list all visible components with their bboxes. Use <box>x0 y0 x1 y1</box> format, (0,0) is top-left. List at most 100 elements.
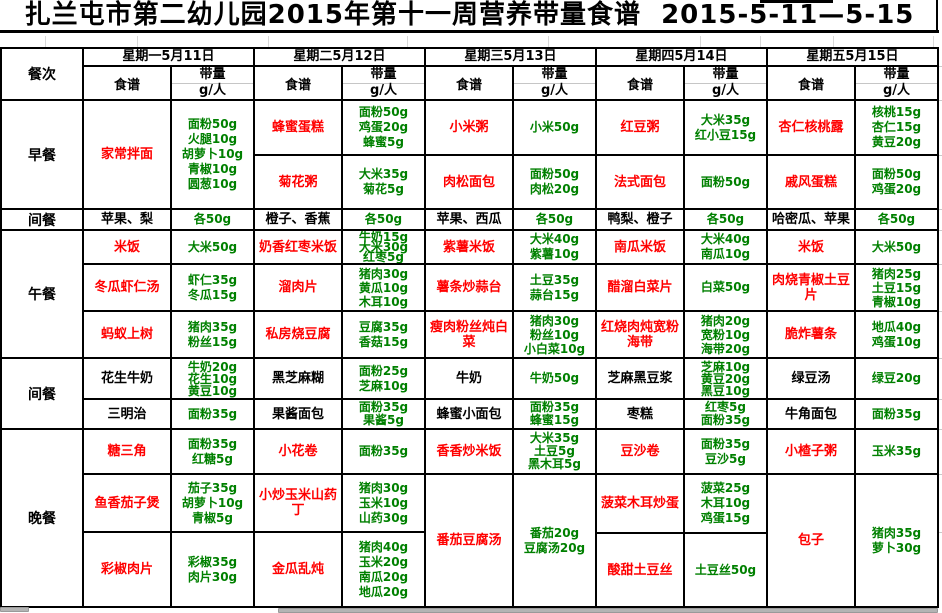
dish-amount-cell[interactable]: 面粉50g 肉松20g <box>514 156 597 210</box>
dish-amount-cell[interactable]: 玉米35g <box>856 430 939 475</box>
dish-name-cell[interactable]: 南瓜米饭 <box>597 231 685 265</box>
dish-amount-cell[interactable]: 猪肉25g 土豆15g 青椒10g <box>856 265 939 312</box>
dish-name-cell[interactable]: 奶香红枣米饭 <box>255 231 343 265</box>
amount-header-cell[interactable]: 带量 g/人 <box>343 67 426 101</box>
dish-amount-cell[interactable]: 猪肉30g 粉丝10g 小白菜10g <box>514 312 597 359</box>
dish-name-cell[interactable]: 枣糕 <box>597 400 685 430</box>
recipe-header-cell[interactable]: 食谱 <box>597 67 685 101</box>
recipe-header-cell[interactable]: 食谱 <box>84 67 172 101</box>
dish-name-cell[interactable]: 溜肉片 <box>255 265 343 312</box>
dish-name-cell[interactable]: 法式面包 <box>597 156 685 210</box>
dish-name-cell[interactable]: 蚂蚁上树 <box>84 312 172 359</box>
dish-name-cell[interactable]: 绿豆汤 <box>768 359 856 400</box>
dish-amount-cell[interactable]: 大米50g <box>856 231 939 265</box>
dish-name-cell[interactable]: 戚风蛋糕 <box>768 156 856 210</box>
dish-name-cell[interactable]: 橙子、香蕉 <box>255 210 343 231</box>
dish-amount-cell[interactable]: 土豆丝50g <box>685 534 768 608</box>
meal-label-3[interactable]: 午餐 <box>2 231 84 359</box>
amount-header-cell[interactable]: 带量 g/人 <box>514 67 597 101</box>
dish-amount-cell[interactable]: 大米35g 红小豆15g <box>685 101 768 156</box>
dish-name-cell[interactable]: 米饭 <box>84 231 172 265</box>
dish-amount-cell[interactable]: 茄子35g 胡萝卜10g 青椒5g <box>172 475 255 533</box>
dish-name-cell[interactable]: 蜂蜜蛋糕 <box>255 101 343 156</box>
dish-amount-cell[interactable]: 猪肉20g 宽粉10g 海带20g <box>685 312 768 359</box>
dish-name-cell[interactable]: 米饭 <box>768 231 856 265</box>
dish-amount-cell[interactable]: 菠菜25g 木耳10g 鸡蛋15g <box>685 475 768 534</box>
dish-amount-cell[interactable]: 虾仁35g 冬瓜15g <box>172 265 255 312</box>
dish-name-cell[interactable]: 醋溜白菜片 <box>597 265 685 312</box>
dish-amount-cell[interactable]: 面粉35g 红糖5g <box>172 430 255 475</box>
dish-name-cell[interactable]: 金瓜乱炖 <box>255 533 343 608</box>
meal-label-2[interactable]: 间餐 <box>2 210 84 231</box>
dish-name-cell[interactable]: 私房烧豆腐 <box>255 312 343 359</box>
dish-amount-cell[interactable]: 核桃15g 杏仁15g 黄豆20g <box>856 101 939 156</box>
day-header[interactable]: 星期二5月12日 <box>255 49 426 67</box>
dish-amount-cell[interactable]: 面粉50g 鸡蛋20g 蜂蜜5g <box>343 101 426 156</box>
dish-amount-cell[interactable]: 各50g <box>514 210 597 231</box>
dish-name-cell[interactable]: 酸甜土豆丝 <box>597 534 685 608</box>
dish-name-cell[interactable]: 紫薯米饭 <box>426 231 514 265</box>
dish-name-cell[interactable]: 黑芝麻糊 <box>255 359 343 400</box>
recipe-header-cell[interactable]: 食谱 <box>255 67 343 101</box>
dish-amount-cell[interactable]: 面粉35g <box>343 430 426 475</box>
dish-amount-cell[interactable]: 猪肉35g 萝卜30g <box>856 475 939 608</box>
day-header[interactable]: 星期一5月11日 <box>84 49 255 67</box>
dish-amount-cell[interactable]: 豆腐35g 香菇15g <box>343 312 426 359</box>
dish-amount-cell[interactable]: 猪肉30g 黄瓜10g 木耳10g <box>343 265 426 312</box>
dish-name-cell[interactable]: 花生牛奶 <box>84 359 172 400</box>
day-header[interactable]: 星期三5月13日 <box>426 49 597 67</box>
horizontal-scrollbar[interactable] <box>278 608 938 613</box>
dish-amount-cell[interactable]: 面粉35g <box>856 400 939 430</box>
recipe-header-cell[interactable]: 食谱 <box>768 67 856 101</box>
dish-amount-cell[interactable]: 面粉50g <box>685 156 768 210</box>
dish-amount-cell[interactable]: 猪肉35g 粉丝15g <box>172 312 255 359</box>
recipe-header-cell[interactable]: 食谱 <box>426 67 514 101</box>
dish-name-cell[interactable]: 小楂子粥 <box>768 430 856 475</box>
dish-amount-cell[interactable]: 面粉25g 芝麻10g <box>343 359 426 400</box>
meal-label-4[interactable]: 间餐 <box>2 359 84 430</box>
dish-amount-cell[interactable]: 大米35g 菊花5g <box>343 156 426 210</box>
dish-name-cell[interactable]: 杏仁核桃露 <box>768 101 856 156</box>
dish-amount-cell[interactable]: 面粉35g 蜂蜜15g <box>514 400 597 430</box>
dish-name-cell[interactable]: 小炒玉米山药丁 <box>255 475 343 533</box>
dish-name-cell[interactable]: 冬瓜虾仁汤 <box>84 265 172 312</box>
dish-name-cell[interactable]: 香香炒米饭 <box>426 430 514 475</box>
dish-name-cell[interactable]: 瘦肉粉丝炖白菜 <box>426 312 514 359</box>
dish-name-cell[interactable]: 小花卷 <box>255 430 343 475</box>
dish-amount-cell[interactable]: 大米50g <box>172 231 255 265</box>
dish-amount-cell[interactable]: 地瓜40g 鸡蛋10g <box>856 312 939 359</box>
dish-name-cell[interactable]: 苹果、西瓜 <box>426 210 514 231</box>
dish-name-cell[interactable]: 鸭梨、橙子 <box>597 210 685 231</box>
dish-amount-cell[interactable]: 面粉35g <box>172 400 255 430</box>
dish-amount-cell[interactable]: 猪肉40g 玉米20g 南瓜20g 地瓜20g <box>343 533 426 608</box>
corner-cell[interactable]: 餐次 <box>2 49 84 101</box>
dish-name-cell[interactable]: 豆沙卷 <box>597 430 685 475</box>
dish-amount-cell[interactable]: 小米50g <box>514 101 597 156</box>
dish-name-cell[interactable]: 三明治 <box>84 400 172 430</box>
dish-name-cell[interactable]: 脆炸薯条 <box>768 312 856 359</box>
dish-name-cell[interactable]: 彩椒肉片 <box>84 533 172 608</box>
dish-name-cell[interactable]: 红烧肉炖宽粉海带 <box>597 312 685 359</box>
dish-name-cell[interactable]: 苹果、梨 <box>84 210 172 231</box>
dish-amount-cell[interactable]: 各50g <box>343 210 426 231</box>
dish-name-cell[interactable]: 薯条炒蒜台 <box>426 265 514 312</box>
dish-amount-cell[interactable]: 面粉50g 火腿10g 胡萝卜10g 青椒10g 圆葱10g <box>172 101 255 210</box>
dish-amount-cell[interactable]: 土豆35g 蒜台15g <box>514 265 597 312</box>
dish-amount-cell[interactable]: 绿豆20g <box>856 359 939 400</box>
dish-name-cell[interactable]: 肉松面包 <box>426 156 514 210</box>
dish-name-cell[interactable]: 牛角面包 <box>768 400 856 430</box>
dish-name-cell[interactable]: 番茄豆腐汤 <box>426 475 514 608</box>
dish-name-cell[interactable]: 家常拌面 <box>84 101 172 210</box>
dish-name-cell[interactable]: 哈密瓜、苹果 <box>768 210 856 231</box>
dish-name-cell[interactable]: 红豆粥 <box>597 101 685 156</box>
dish-amount-cell[interactable]: 番茄20g 豆腐汤20g <box>514 475 597 608</box>
dish-name-cell[interactable]: 菠菜木耳炒蛋 <box>597 475 685 534</box>
dish-amount-cell[interactable]: 各50g <box>172 210 255 231</box>
dish-name-cell[interactable]: 菊花粥 <box>255 156 343 210</box>
dish-amount-cell[interactable]: 面粉50g 鸡蛋20g <box>856 156 939 210</box>
dish-amount-cell[interactable]: 牛奶20g 花生10g 黄豆10g <box>172 359 255 400</box>
dish-amount-cell[interactable]: 芝麻10g 黄豆20g 黑豆10g <box>685 359 768 400</box>
dish-amount-cell[interactable]: 红枣5g 面粉35g <box>685 400 768 430</box>
dish-name-cell[interactable]: 小米粥 <box>426 101 514 156</box>
dish-amount-cell[interactable]: 牛奶15g 大米30g 红枣5g <box>343 231 426 265</box>
